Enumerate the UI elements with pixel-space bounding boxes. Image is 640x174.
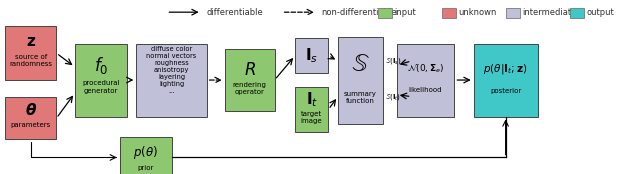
FancyBboxPatch shape: [474, 44, 538, 117]
FancyBboxPatch shape: [295, 38, 328, 73]
Text: rendering
operator: rendering operator: [233, 82, 266, 95]
FancyBboxPatch shape: [506, 8, 520, 18]
Text: summary
function: summary function: [344, 91, 377, 104]
Text: $R$: $R$: [244, 61, 255, 79]
Text: target
image: target image: [301, 111, 323, 124]
Text: $\mathbb{S}(\mathbf{I}_s)$: $\mathbb{S}(\mathbf{I}_s)$: [385, 56, 401, 66]
FancyBboxPatch shape: [570, 8, 584, 18]
Text: $p(\theta)$: $p(\theta)$: [134, 144, 158, 161]
FancyBboxPatch shape: [338, 37, 383, 124]
Text: unknown: unknown: [459, 8, 497, 17]
Text: $\mathbf{z}$: $\mathbf{z}$: [26, 34, 36, 49]
Text: input: input: [395, 8, 417, 17]
Text: output: output: [587, 8, 614, 17]
Text: parameters: parameters: [11, 122, 51, 128]
FancyBboxPatch shape: [120, 137, 172, 174]
Text: $\mathbf{I}_t$: $\mathbf{I}_t$: [305, 91, 318, 109]
Text: $\mathbb{S}$: $\mathbb{S}$: [351, 52, 370, 76]
FancyBboxPatch shape: [136, 44, 207, 117]
FancyBboxPatch shape: [5, 97, 56, 139]
FancyBboxPatch shape: [5, 26, 56, 80]
FancyBboxPatch shape: [397, 44, 454, 117]
Text: $\boldsymbol{\theta}$: $\boldsymbol{\theta}$: [25, 102, 36, 118]
Text: prior: prior: [138, 165, 154, 171]
Text: $\mathbb{S}(\mathbf{I}_t)$: $\mathbb{S}(\mathbf{I}_t)$: [385, 92, 401, 102]
Text: $\mathcal{N}(0, \boldsymbol{\Sigma}_e)$: $\mathcal{N}(0, \boldsymbol{\Sigma}_e)$: [407, 62, 444, 75]
Text: $\mathbf{I}_s$: $\mathbf{I}_s$: [305, 46, 318, 65]
FancyBboxPatch shape: [75, 44, 127, 117]
FancyBboxPatch shape: [225, 49, 275, 111]
FancyBboxPatch shape: [442, 8, 456, 18]
FancyBboxPatch shape: [295, 87, 328, 132]
Text: differentiable: differentiable: [206, 8, 263, 17]
Text: procedural
generator: procedural generator: [83, 81, 120, 93]
Text: $p(\theta|\mathbf{I}_t; \mathbf{z})$: $p(\theta|\mathbf{I}_t; \mathbf{z})$: [483, 62, 528, 76]
FancyBboxPatch shape: [378, 8, 392, 18]
Text: non-differentiable: non-differentiable: [321, 8, 397, 17]
Text: likelihood: likelihood: [409, 88, 442, 93]
Text: $f_0$: $f_0$: [94, 55, 108, 76]
Text: posterior: posterior: [490, 88, 521, 94]
Text: source of
randomness: source of randomness: [9, 54, 52, 66]
Text: intermediate: intermediate: [523, 8, 577, 17]
Text: diffuse color
normal vectors
roughness
anisotropy
layering
lighting
...: diffuse color normal vectors roughness a…: [147, 46, 196, 94]
